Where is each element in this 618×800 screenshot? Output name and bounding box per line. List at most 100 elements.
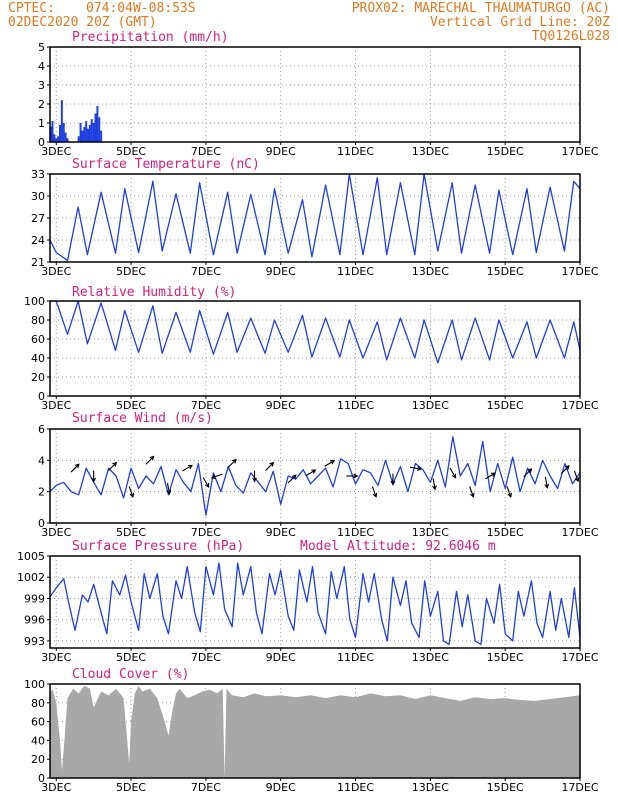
cloud-cover-ytick-label: 20 [31,753,45,766]
humidity-xtick-label: 11DEC [337,399,374,412]
precipitation-bar [94,113,97,142]
wind-arrow [371,486,378,498]
humidity-panel: Relative Humidity (%) 0 20 40 60 80 100 3DEC 5DE… [24,285,599,412]
wind-arrow [449,467,457,479]
wind-frame [49,428,581,524]
precipitation-xtick-label: 13DEC [412,145,449,158]
precipitation-bar [64,132,67,142]
precipitation-bar [96,105,99,142]
precipitation-xtick-label: 7DEC [191,145,221,158]
cloud-cover-ytick-label: 100 [24,678,45,691]
header-grid-line-note: Vertical Grid Line: 20Z [430,15,610,30]
wind-xtick-label: 11DEC [337,526,374,539]
cloud-cover-ytick-label: 0 [38,772,45,785]
header-station-label: CPTEC: [8,1,55,16]
cloud-cover-ytick-label: 60 [31,716,45,729]
pressure-annotation: Model Altitude: 92.6046 m [300,539,496,554]
precipitation-xtick-label: 15DEC [487,145,524,158]
wind-arrow [70,463,80,473]
temperature-ytick-label: 27 [31,212,45,225]
pressure-line [49,562,581,646]
wind-ytick-label: 0 [38,517,45,530]
pressure-ytick-label: 1005 [17,550,45,563]
temperature-xtick-label: 17DEC [561,265,598,278]
humidity-xtick-label: 13DEC [412,399,449,412]
temperature-ytick-label: 30 [31,190,45,203]
wind-xtick-label: 13DEC [412,526,449,539]
wind-xtick-label: 15DEC [487,526,524,539]
wind-xtick-label: 17DEC [561,526,598,539]
panels: Precipitation (mm/h) 0 1 2 3 4 5 3DEC 5DEC 7DEC 9D… [17,30,599,794]
cloud-cover-xtick-label: 17DEC [561,781,598,794]
wind-arrow [409,466,422,471]
temperature-title: Surface Temperature (nC) [72,157,260,172]
precipitation-xtick-label: 11DEC [337,145,374,158]
pressure-xtick-label: 15DEC [487,651,524,664]
precipitation-bar [77,136,80,142]
cloud-cover-xtick-label: 13DEC [412,781,449,794]
wind-arrow [485,472,496,480]
precipitation-panel: Precipitation (mm/h) 0 1 2 3 4 5 3DEC 5DEC 7DEC 9D… [38,30,599,158]
header-station-name: PROX02: MARECHAL THAUMATURGO (AC) [352,1,610,16]
wind-arrow [210,473,223,480]
precipitation-ytick-label: 4 [38,60,45,73]
wind-xtick-label: 3DEC [41,526,71,539]
cloud-cover-frame [49,683,581,779]
temperature-xtick-label: 13DEC [412,265,449,278]
temperature-xtick-label: 7DEC [191,265,221,278]
wind-arrow [227,458,237,468]
cloud-cover-xtick-label: 7DEC [191,781,221,794]
cloud-cover-xtick-label: 5DEC [116,781,146,794]
precipitation-xtick-label: 5DEC [116,145,146,158]
precipitation-ytick-label: 3 [38,79,45,92]
wind-arrow [560,465,570,475]
wind-arrow [573,470,580,483]
wind-arrow [523,468,533,478]
wind-xtick-label: 5DEC [116,526,146,539]
cloud-cover-xtick-label: 15DEC [487,781,524,794]
temperature-xtick-label: 5DEC [116,265,146,278]
precipitation-frame [49,46,581,143]
wind-arrow [182,464,193,472]
pressure-xtick-label: 17DEC [561,651,598,664]
wind-arrow [390,473,396,486]
wind-panel: Surface Wind (m/s) 0 2 4 6 3DEC 5DEC 7DEC 9DEC 11… [38,411,599,539]
pressure-xtick-label: 3DEC [41,651,71,664]
temperature-line [49,173,581,262]
precipitation-xtick-label: 9DEC [266,145,296,158]
wind-arrow [128,486,135,498]
pressure-title: Surface Pressure (hPa) [72,539,244,554]
wind-arrow [202,477,210,489]
cloud-cover-title: Cloud Cover (%) [72,667,189,682]
wind-line [49,436,581,516]
wind-arrow [265,461,275,471]
pressure-ytick-label: 993 [24,635,45,648]
precipitation-bar [57,136,60,142]
humidity-xtick-label: 3DEC [41,399,71,412]
humidity-line [50,300,581,364]
wind-arrow [432,478,437,491]
precipitation-bar [53,134,56,142]
temperature-xtick-label: 11DEC [337,265,374,278]
temperature-ytick-label: 33 [31,168,45,181]
header-model-id: TQ0126L028 [532,29,610,44]
precipitation-bar [87,128,90,142]
precipitation-xtick-label: 3DEC [41,145,71,158]
precipitation-ytick-label: 1 [38,117,45,130]
pressure-xtick-label: 5DEC [116,651,146,664]
header: CPTEC: 074:04W-08:53S PROX02: MARECHAL T… [8,1,610,44]
humidity-xtick-label: 17DEC [561,399,598,412]
wind-arrow [469,486,475,498]
temperature-ytick-label: 24 [31,234,45,247]
precipitation-bar [100,130,103,142]
temperature-panel: Surface Temperature (nC) 21 24 27 30 33 3DEC 5D… [31,157,599,278]
wind-arrow [506,486,512,498]
precipitation-bar [88,124,91,142]
precipitation-bar [85,121,88,142]
precipitation-ytick-label: 2 [38,98,45,111]
temperature-xtick-label: 15DEC [487,265,524,278]
humidity-ytick-label: 20 [31,371,45,384]
pressure-xtick-label: 13DEC [412,651,449,664]
wind-arrow [108,461,118,471]
wind-arrow [91,470,97,483]
